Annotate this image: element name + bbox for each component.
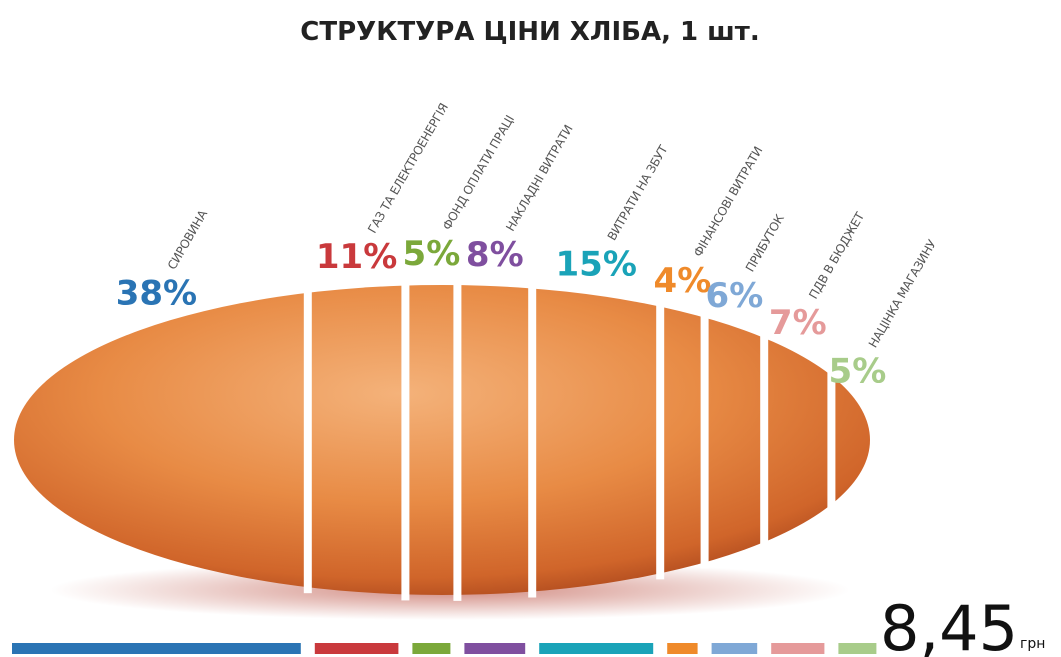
bar	[314, 643, 399, 654]
bar	[539, 643, 654, 654]
bread-cut	[453, 279, 462, 601]
value-label: 7%	[769, 303, 827, 343]
bar	[12, 643, 301, 654]
category-label: ПРИБУТОК	[743, 211, 787, 274]
value-label: 11%	[316, 237, 397, 277]
bar	[667, 643, 698, 654]
category-label: НАКЛАДНІ ВИТРАТИ	[503, 123, 575, 234]
value-label: 38%	[116, 274, 197, 314]
value-label: 5%	[403, 234, 461, 274]
bar	[838, 643, 877, 654]
category-label: СИРОВИНА	[165, 207, 211, 272]
category-label: ФІНАНСОВІ ВИТРАТИ	[691, 144, 765, 259]
bar	[464, 643, 526, 654]
bar	[412, 643, 451, 654]
bread-cut	[760, 331, 769, 549]
total: 8,45	[880, 592, 1018, 657]
value-label: 15%	[556, 244, 637, 284]
bread-cut	[303, 286, 312, 594]
total-unit: грн	[1020, 636, 1045, 652]
bread-cut	[656, 300, 665, 580]
chart-title: СТРУКТУРА ЦІНИ ХЛІБА, 1 шт.	[300, 17, 759, 47]
category-label: ФОНД ОПЛАТИ ПРАЦІ	[440, 113, 517, 233]
category-label: НАЦІНКА МАГАЗИНУ	[866, 237, 940, 350]
value-label: 5%	[829, 352, 887, 392]
bread	[14, 285, 870, 595]
bar	[711, 643, 758, 654]
bread-cut	[528, 282, 537, 598]
bread-cut	[827, 369, 836, 511]
bread-cut	[401, 279, 410, 601]
value-label: 4%	[654, 261, 712, 301]
bar	[771, 643, 825, 654]
bread-cut	[700, 311, 709, 569]
value-label: 6%	[706, 276, 764, 316]
value-label: 8%	[466, 235, 524, 275]
category-label: ГАЗ ТА ЕЛЕКТРОЕНЕРГІЯ	[365, 101, 451, 236]
category-label: ПДВ В БЮДЖЕТ	[806, 209, 867, 301]
category-label: ВИТРАТИ НА ЗБУТ	[605, 142, 671, 243]
